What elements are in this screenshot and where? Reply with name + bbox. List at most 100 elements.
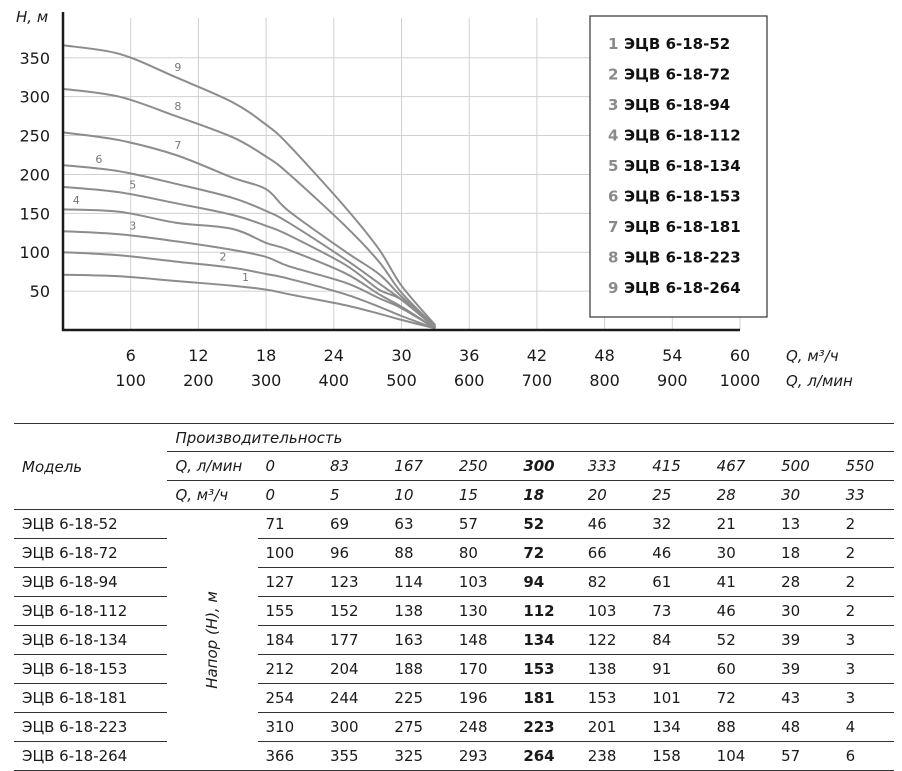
table-cell: 20	[587, 486, 607, 504]
perf-header: Производительность	[175, 428, 343, 447]
table-cell: 3	[845, 689, 856, 707]
table-cell: 123	[329, 573, 359, 591]
y-tick-label: 300	[19, 88, 50, 107]
table-row: ЭЦВ 6-18-264 366 355 325 293 264 238 158 104 57 6	[14, 742, 894, 771]
table-cell: 163	[394, 631, 424, 649]
legend-number: 9	[608, 279, 618, 297]
table-cell: 184	[265, 631, 295, 649]
table-row-q-lmin: Q, л/мин 0 83 167 250 300 333 415 467 500 550	[14, 452, 894, 481]
table-cell: 122	[587, 631, 617, 649]
x-tick-label-lmin: 400	[319, 371, 350, 390]
legend-number: 5	[608, 157, 618, 175]
table-cell: 48	[781, 718, 801, 736]
table-cell: 300	[523, 457, 555, 475]
table-cell: 500	[781, 457, 810, 475]
curve-label-6: 6	[95, 153, 102, 166]
table-cell: 10	[394, 486, 414, 504]
table-cell: 88	[716, 718, 736, 736]
table-cell: 94	[523, 573, 545, 591]
table-cell: 170	[458, 660, 488, 678]
table-cell: 30	[781, 486, 801, 504]
table-cell: 100	[265, 544, 295, 562]
head-label: Напор (H), м	[203, 591, 222, 689]
table-cell: 181	[523, 689, 555, 707]
model-name-cell: ЭЦВ 6-18-181	[22, 689, 128, 707]
model-name-cell: ЭЦВ 6-18-264	[22, 747, 128, 765]
table-cell: 71	[265, 515, 285, 533]
table-cell: 6	[845, 747, 856, 765]
table-cell: 15	[458, 486, 478, 504]
x-tick-label-lmin: 800	[589, 371, 620, 390]
q-lmin-label: Q, л/мин	[175, 457, 243, 475]
legend-number: 2	[608, 66, 618, 84]
x-tick-label-m3h: 18	[256, 346, 276, 365]
legend-number: 6	[608, 188, 618, 206]
table-row: ЭЦВ 6-18-223 310 300 275 248 223 201 134 88 48 4	[14, 713, 894, 742]
table-cell: 72	[716, 689, 736, 707]
table-cell: 188	[394, 660, 424, 678]
table-cell: 30	[716, 544, 736, 562]
table-cell: 46	[716, 602, 736, 620]
y-tick-label: 150	[19, 204, 50, 223]
y-tick-label: 350	[19, 49, 50, 68]
x-axis-title-m3h: Q, м³/ч	[786, 347, 839, 365]
legend-entry: ЭЦВ 6-18-223	[624, 249, 741, 267]
x-tick-label-m3h: 42	[527, 346, 547, 365]
table-cell: 52	[523, 515, 545, 533]
x-tick-label-m3h: 54	[662, 346, 682, 365]
model-name-cell: ЭЦВ 6-18-112	[22, 602, 128, 620]
table-cell: 196	[458, 689, 488, 707]
table-cell: 69	[329, 515, 350, 533]
table-cell: 248	[458, 718, 488, 736]
table-cell: 96	[329, 544, 350, 562]
table-cell: 355	[329, 747, 359, 765]
legend-number: 4	[608, 127, 618, 145]
table-row: ЭЦВ 6-18-153 212 204 188 170 153 138 91 60 39 3	[14, 655, 894, 684]
legend-box	[589, 15, 768, 318]
table-cell: 83	[329, 457, 350, 475]
x-tick-labels: 6 100 12 200 18 300 24 400 30 500 36 600 42 700 48 800 5…	[115, 346, 760, 390]
table-cell: 134	[523, 631, 555, 649]
table-cell: 244	[329, 689, 359, 707]
legend-entry: ЭЦВ 6-18-264	[624, 279, 741, 297]
table-cell: 467	[716, 457, 746, 475]
table-cell: 3	[845, 660, 856, 678]
x-tick-label-lmin: 900	[657, 371, 688, 390]
table-cell: 153	[523, 660, 555, 678]
table-cell: 5	[329, 486, 340, 504]
legend-entry: ЭЦВ 6-18-181	[624, 218, 741, 236]
x-tick-label-m3h: 6	[126, 346, 136, 365]
model-name-cell: ЭЦВ 6-18-94	[22, 573, 118, 591]
table-cell: 0	[265, 457, 276, 475]
curve-5	[62, 185, 437, 329]
table-cell: 28	[716, 486, 736, 504]
table-cell: 148	[458, 631, 488, 649]
curve-6	[62, 164, 437, 329]
table-cell: 73	[652, 602, 672, 620]
curve-9	[62, 44, 437, 326]
table-cell: 72	[523, 544, 545, 562]
x-tick-label-m3h: 12	[188, 346, 208, 365]
table-cell: 46	[652, 544, 672, 562]
table-cell: 46	[587, 515, 607, 533]
legend-entry: ЭЦВ 6-18-134	[624, 157, 741, 175]
table-cell: 250	[458, 457, 488, 475]
table-cell: 60	[716, 660, 736, 678]
x-tick-label-m3h: 36	[459, 346, 479, 365]
table-cell: 41	[716, 573, 736, 591]
table-cell: 138	[587, 660, 617, 678]
table-cell: 112	[523, 602, 555, 620]
model-name-cell: ЭЦВ 6-18-52	[22, 515, 118, 533]
x-tick-label-lmin: 100	[115, 371, 146, 390]
table-cell: 2	[845, 515, 856, 533]
curve-label-4: 4	[73, 194, 80, 207]
table-cell: 80	[458, 544, 478, 562]
chart-legend: 1 ЭЦВ 6-18-52 2 ЭЦВ 6-18-72 3 ЭЦВ 6-18-94 4 ЭЦВ…	[589, 15, 768, 318]
table-cell: 61	[652, 573, 672, 591]
table-cell: 21	[716, 515, 736, 533]
y-tick-label: 100	[19, 243, 50, 262]
table-cell: 325	[394, 747, 424, 765]
table-cell: 2	[845, 573, 856, 591]
table-cell: 33	[845, 486, 865, 504]
